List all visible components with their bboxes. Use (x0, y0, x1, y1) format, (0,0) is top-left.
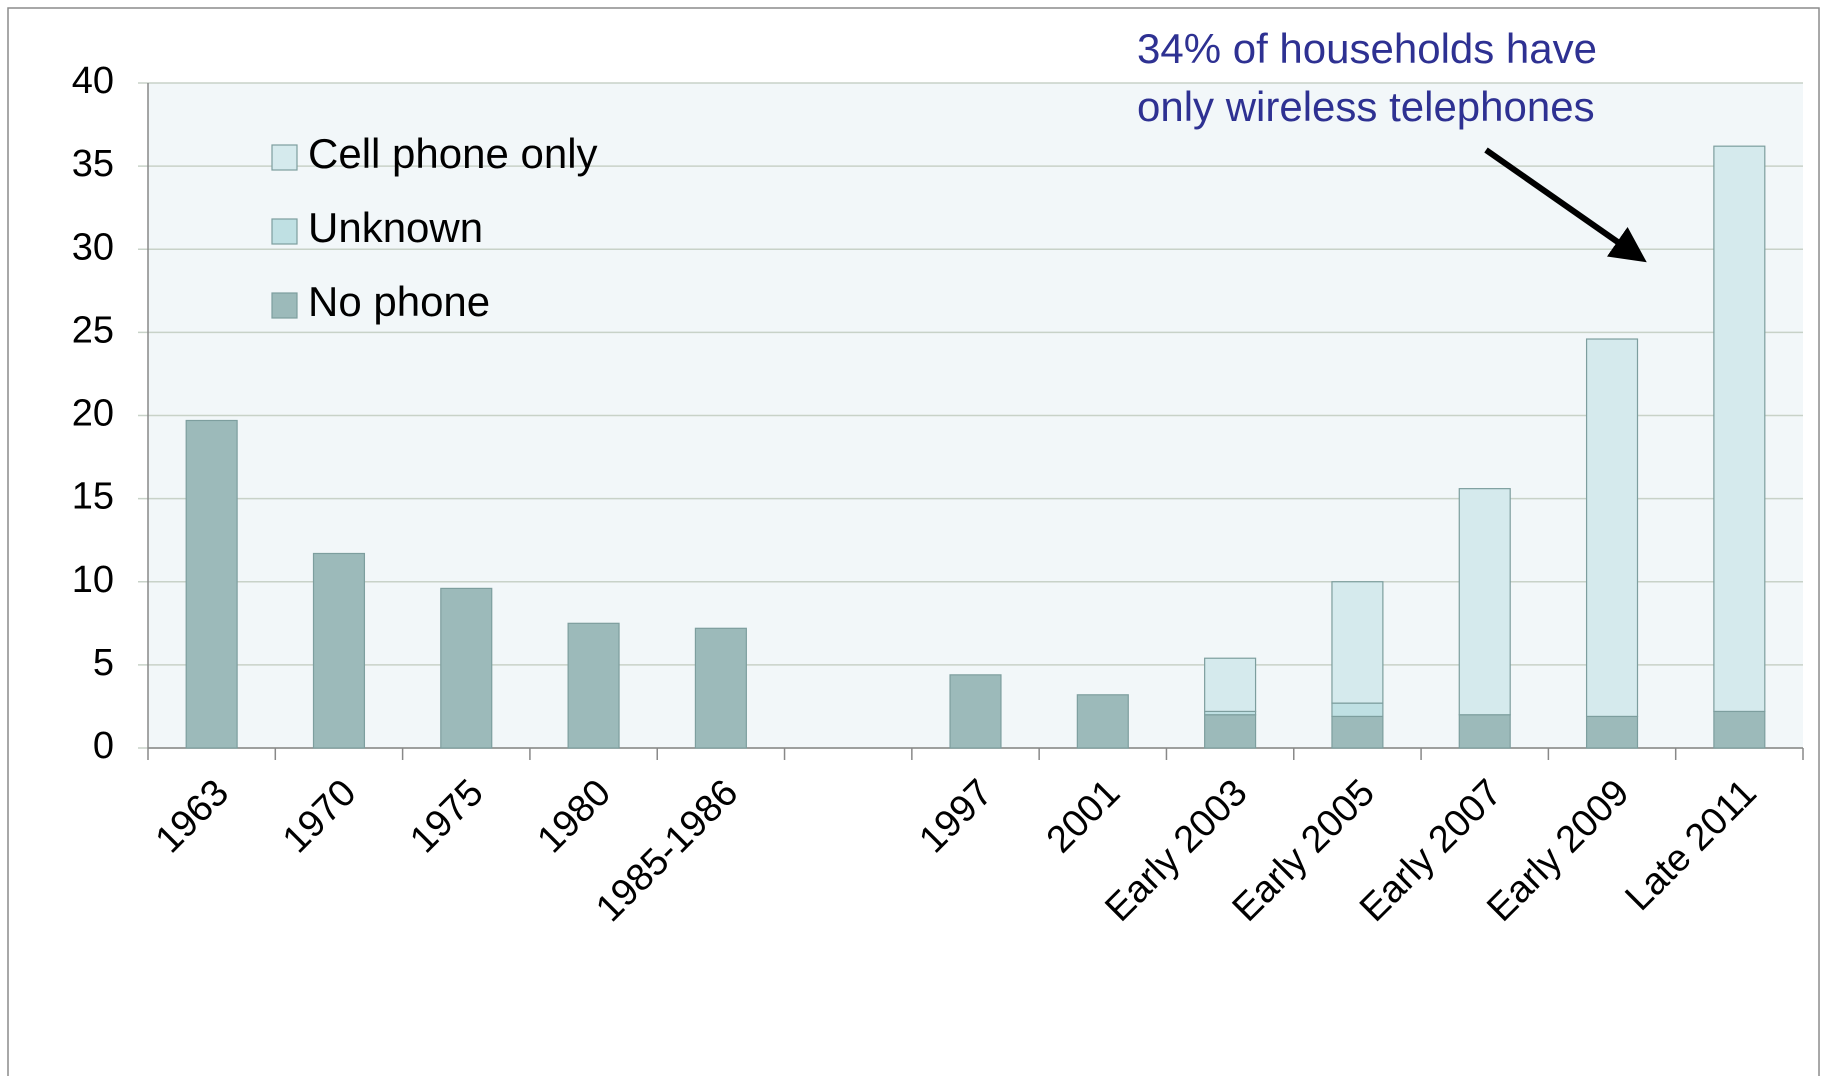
bar-segment (1458, 488, 1511, 716)
y-tick-label: 40 (72, 60, 114, 102)
y-tick-label: 5 (93, 642, 114, 684)
legend-label: No phone (308, 278, 490, 325)
bar-segment (1585, 338, 1639, 718)
y-tick-label: 20 (72, 393, 114, 435)
y-tick-label: 15 (72, 476, 114, 518)
bar-segment (1713, 710, 1766, 749)
bar-segment (1713, 145, 1766, 713)
legend-swatch (271, 144, 298, 171)
bar-segment (1585, 715, 1639, 749)
legend-label: Unknown (308, 204, 483, 251)
bar-segment (440, 587, 493, 749)
y-tick-label: 10 (72, 559, 114, 601)
bar-segment (1331, 581, 1384, 704)
bar-segment (1076, 694, 1129, 749)
y-tick-label: 0 (93, 725, 114, 767)
bar-segment (1331, 715, 1384, 749)
y-tick-label: 35 (72, 143, 114, 185)
bar-segment (694, 627, 747, 749)
bar-segment (1204, 714, 1257, 749)
bar-segment (1331, 702, 1384, 718)
bar-segment (312, 552, 366, 749)
legend-label: Cell phone only (308, 130, 598, 177)
bar-segment (1458, 714, 1511, 749)
legend-swatch (271, 218, 298, 245)
annotation-arrow (1484, 147, 1647, 263)
y-tick-label: 25 (72, 309, 114, 351)
bar-segment (949, 674, 1002, 749)
annotation: 34% of households have (1137, 25, 1597, 72)
legend-swatch (271, 292, 298, 319)
y-tick-label: 30 (72, 226, 114, 268)
bar-segment (567, 622, 620, 749)
bar-segment (185, 419, 238, 749)
annotation: only wireless telephones (1137, 83, 1595, 130)
bar-segment (1204, 657, 1257, 713)
